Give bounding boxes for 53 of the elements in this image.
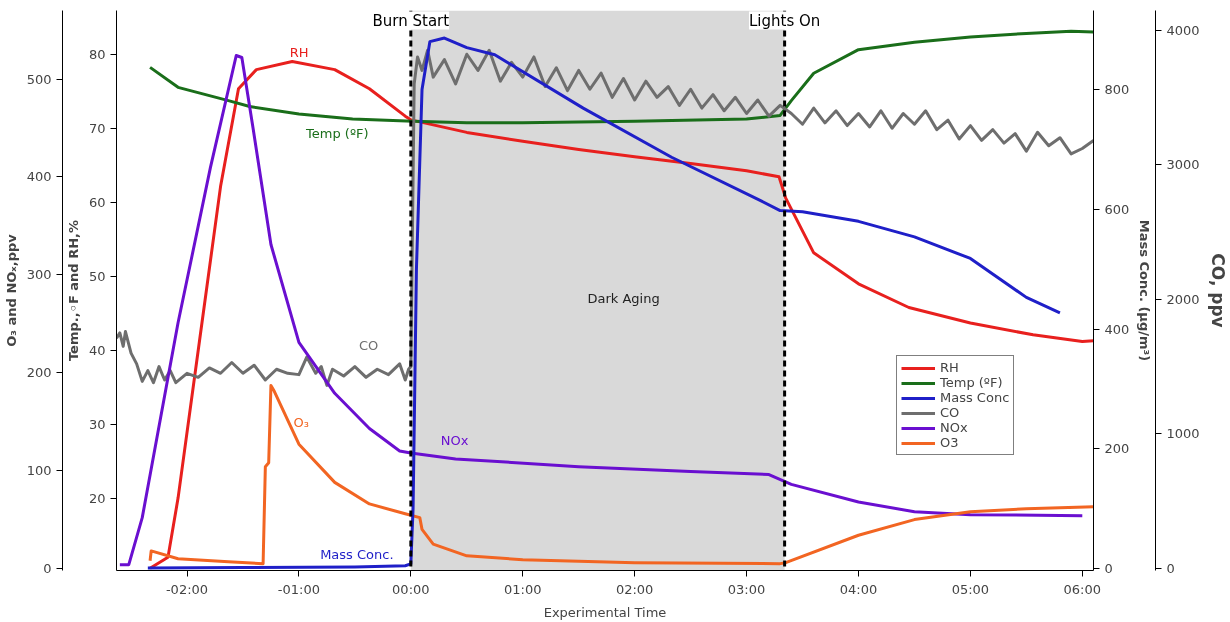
annotation: Dark Aging — [587, 290, 660, 306]
y3-tick-label: 70 — [88, 121, 106, 137]
y3-tick-label: 30 — [88, 416, 106, 432]
y2-tick-label: 1000 — [1166, 426, 1200, 442]
y-tick-label: 0 — [43, 561, 52, 577]
y-tick-label: 400 — [26, 169, 52, 185]
annotation: O₃ — [293, 415, 309, 431]
x-tick-label: 01:00 — [504, 581, 542, 597]
y-tick-label: 0 — [1104, 561, 1113, 577]
y-tick-label: 100 — [26, 463, 52, 479]
x-tick-label: 05:00 — [951, 581, 990, 597]
ref-line-label: Lights On — [748, 11, 821, 30]
y2-tick-label: 2000 — [1166, 291, 1200, 307]
annotation: RH — [289, 45, 309, 60]
y-tick-label: 200 — [1104, 441, 1130, 457]
y-axis-title: Mass Conc. (µg/m³) — [1137, 219, 1153, 362]
y3-tick-label: 50 — [88, 268, 106, 284]
x-tick-label: 04:00 — [839, 581, 878, 597]
y3-tick-label: 80 — [88, 47, 106, 63]
y3-tick-label: 40 — [88, 342, 106, 358]
y3-axis-title: Temp.,◦F and RH,% — [65, 219, 81, 362]
y-tick-label: 300 — [26, 267, 52, 283]
legend-label: NOx — [940, 420, 968, 435]
legend-label: RH — [940, 360, 960, 375]
x-tick-label: 06:00 — [1063, 581, 1102, 597]
y-tick-label: 400 — [1104, 321, 1130, 337]
y2-tick-label: 3000 — [1166, 157, 1200, 173]
y3-tick-label: 60 — [88, 195, 106, 211]
legend-label: CO — [940, 405, 960, 420]
x-tick-label: 02:00 — [615, 581, 654, 597]
y2-axis-title: CO, ppv — [1207, 253, 1228, 328]
y-axis-title: O₃ and NOₓ,ppv — [3, 233, 19, 347]
x-tick-label: 03:00 — [727, 581, 766, 597]
ref-line-label: Burn Start — [372, 11, 450, 30]
annotation: NOx — [440, 432, 469, 448]
y2-tick-label: 0 — [1166, 560, 1175, 576]
legend-label: Temp (ºF) — [940, 375, 1003, 390]
annotation: CO — [358, 337, 379, 353]
annotation: Temp (ºF) — [305, 126, 369, 142]
x-tick-label: -02:00 — [165, 581, 209, 597]
annotation: Mass Conc. — [320, 547, 394, 563]
y-tick-label: 800 — [1104, 82, 1130, 98]
y3-tick-label: 20 — [88, 490, 106, 506]
x-tick-label: -01:00 — [277, 581, 320, 597]
y2-tick-label: 4000 — [1166, 22, 1200, 38]
y-tick-label: 600 — [1104, 201, 1130, 217]
x-axis-title: Experimental Time — [543, 604, 667, 620]
legend-label: Mass Conc — [940, 390, 1010, 405]
line-series — [148, 29, 1094, 125]
legend-label: O3 — [940, 435, 960, 450]
y-tick-label: 200 — [26, 365, 52, 381]
x-tick-label: 00:00 — [392, 581, 430, 597]
y-tick-label: 500 — [26, 71, 52, 87]
